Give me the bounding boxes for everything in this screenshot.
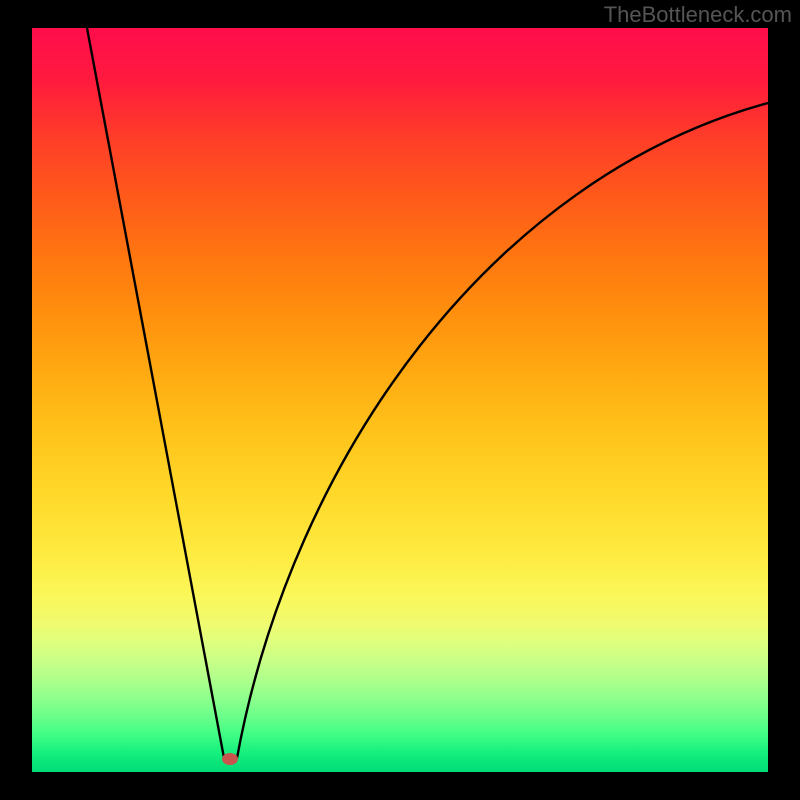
chart-frame: [0, 0, 800, 800]
watermark-text: TheBottleneck.com: [604, 2, 792, 28]
plot-gradient-bg: [32, 28, 768, 772]
